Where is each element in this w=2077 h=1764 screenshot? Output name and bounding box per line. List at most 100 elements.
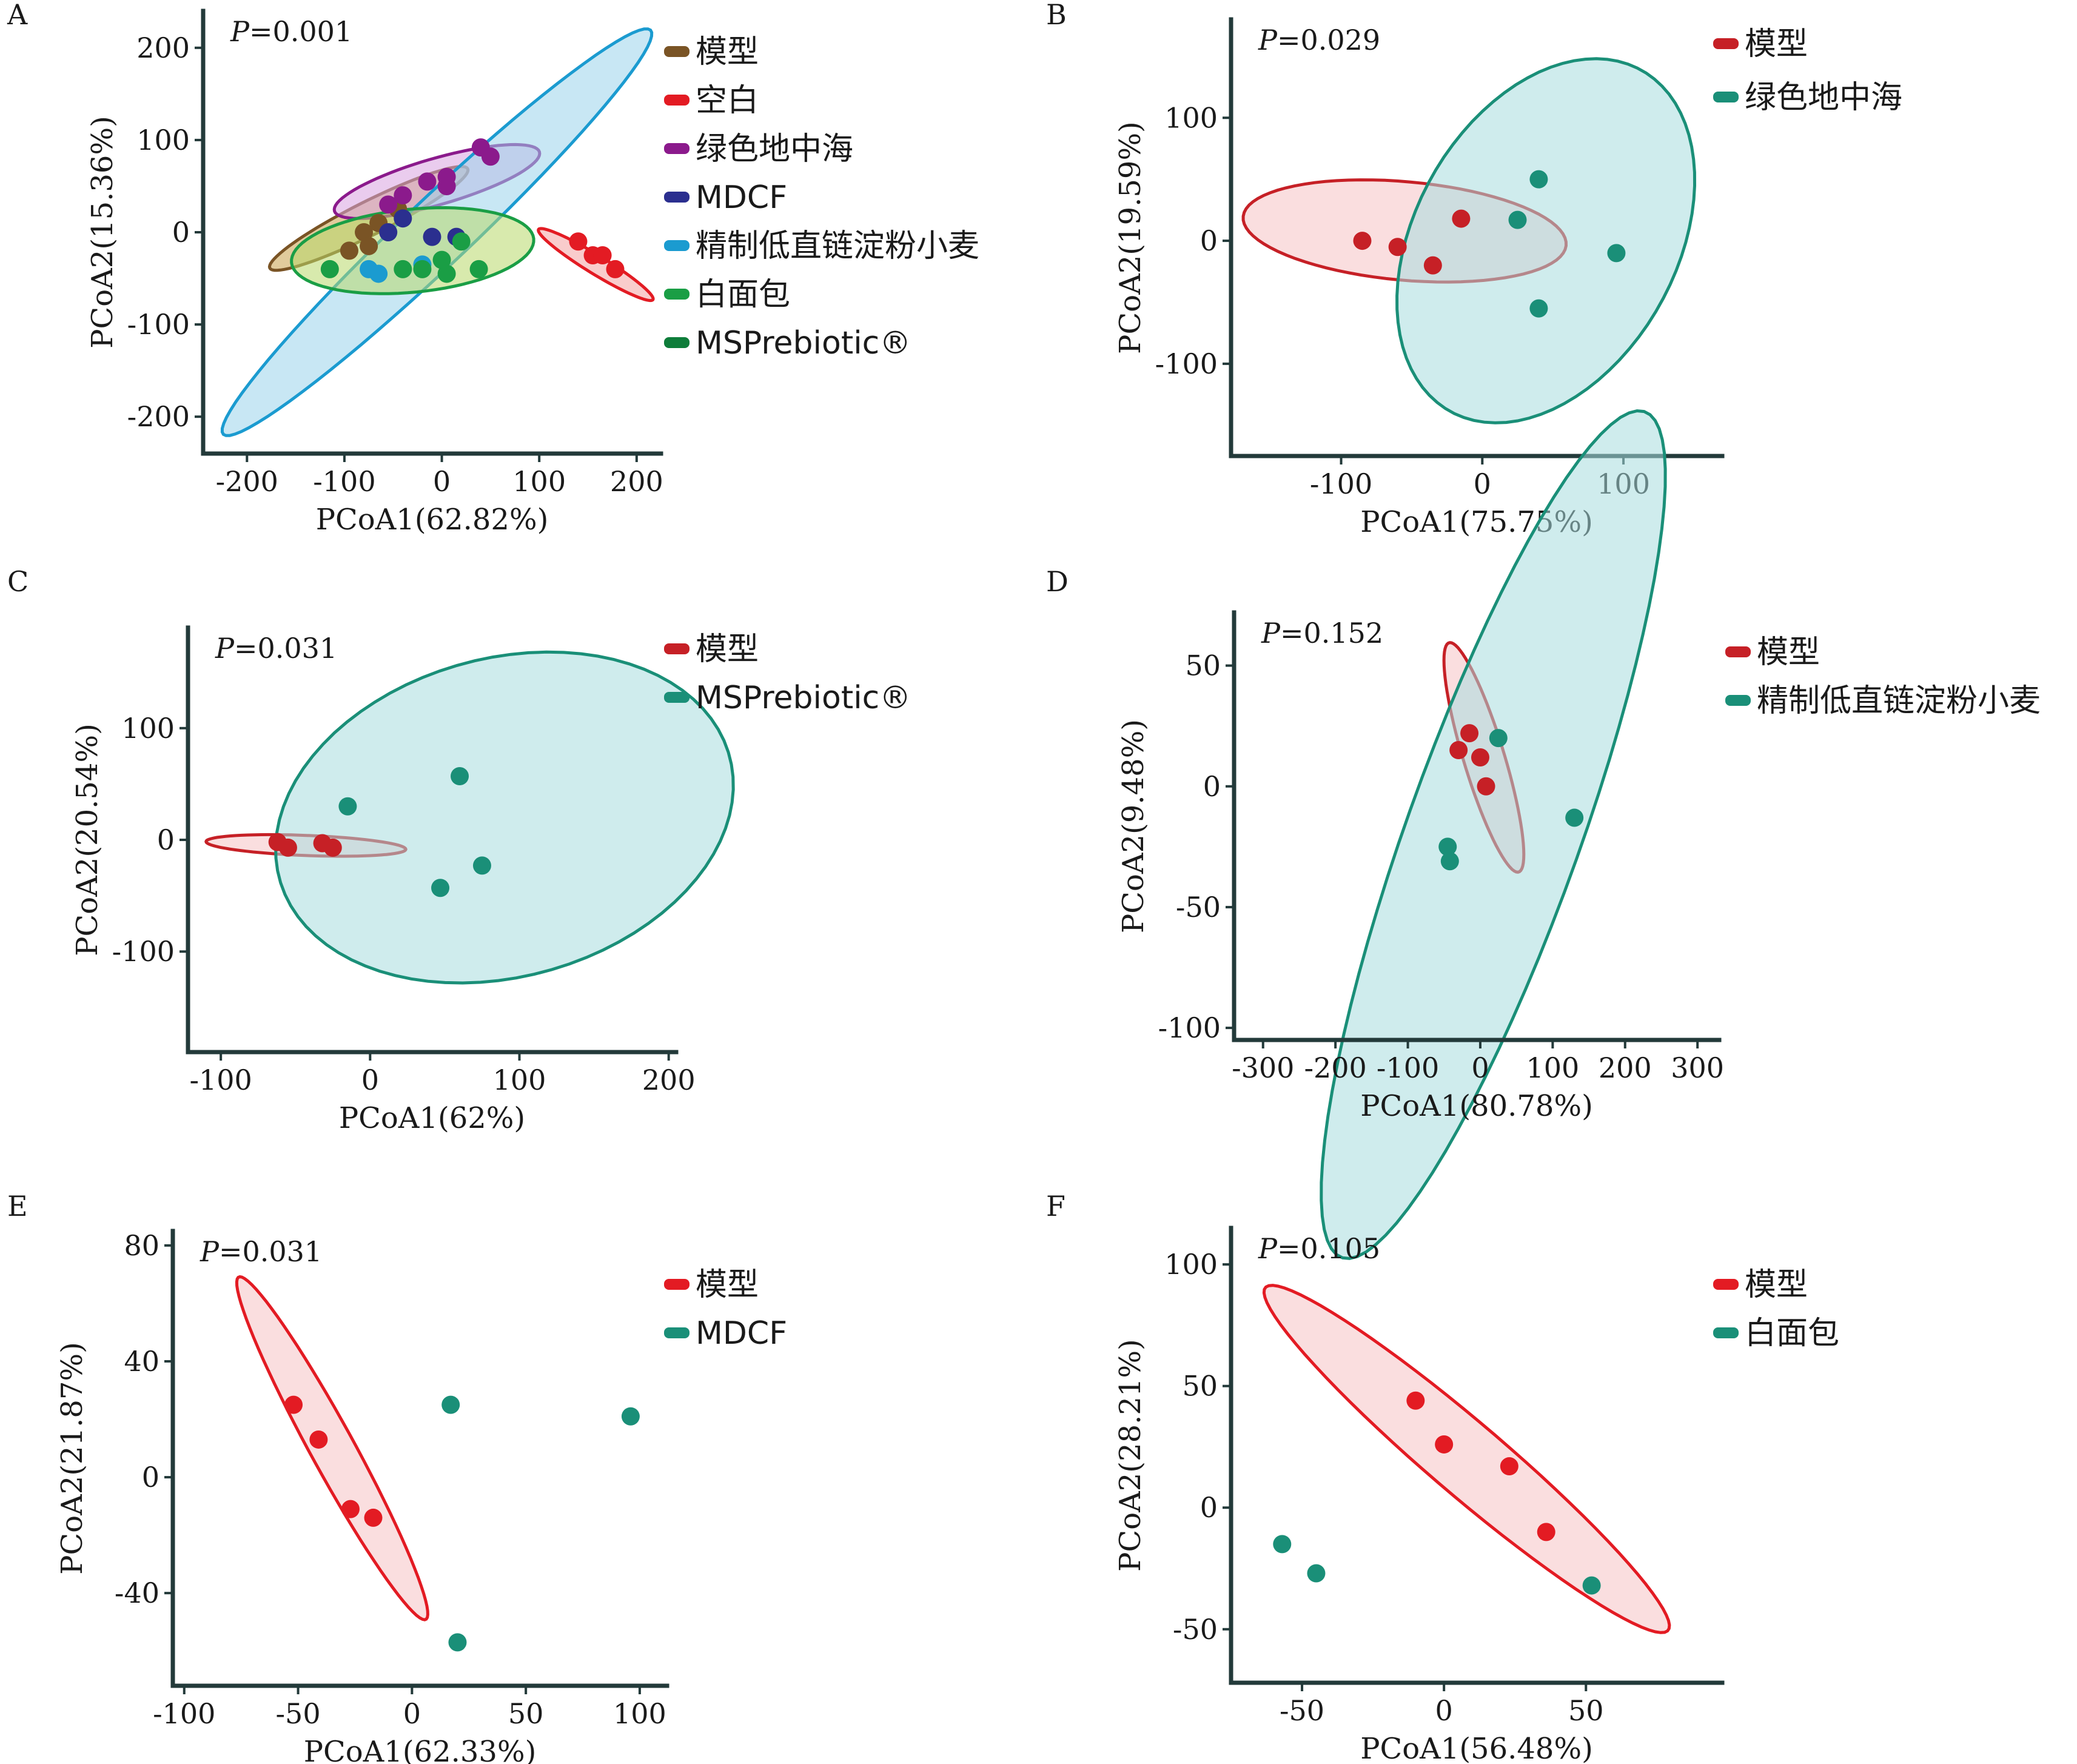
x-tick-label: -100 bbox=[313, 465, 375, 498]
legend-swatch bbox=[664, 289, 690, 300]
legend-label: 模型 bbox=[696, 34, 759, 70]
x-tick-label: -300 bbox=[1232, 1051, 1294, 1084]
p-value-annotation: P=0.001 bbox=[230, 15, 352, 48]
legend-label: 空白 bbox=[696, 82, 759, 119]
legend-label: MDCF bbox=[696, 179, 787, 216]
data-point bbox=[360, 236, 378, 255]
data-point bbox=[413, 260, 432, 278]
data-point bbox=[437, 167, 456, 186]
data-point bbox=[1489, 729, 1508, 748]
y-tick-label: 0 bbox=[142, 1461, 159, 1494]
x-tick-label: -100 bbox=[1377, 1051, 1439, 1084]
data-point bbox=[1307, 1564, 1326, 1583]
legend-swatch bbox=[1713, 38, 1739, 49]
legend-label: MSPrebiotic® bbox=[696, 325, 911, 361]
y-tick-label: 0 bbox=[172, 216, 190, 249]
data-point bbox=[1440, 852, 1459, 871]
data-point bbox=[394, 260, 412, 278]
data-point bbox=[1529, 299, 1548, 318]
p-value-symbol: P bbox=[230, 15, 250, 48]
x-tick-label: -200 bbox=[216, 465, 278, 498]
y-axis-title: PCoA2(9.48%) bbox=[1116, 719, 1150, 933]
y-tick-label: 100 bbox=[1164, 101, 1218, 134]
confidence-ellipse bbox=[1395, 57, 1697, 424]
data-point bbox=[569, 232, 588, 251]
x-tick-label: -100 bbox=[153, 1697, 215, 1730]
panel-b: B-1000100-1000100PCoA1(75.75%)PCoA2(19.5… bbox=[1046, 0, 1902, 539]
y-tick-label: 50 bbox=[1182, 1370, 1218, 1403]
x-tick-label: 0 bbox=[433, 465, 451, 498]
p-value-number: =0.031 bbox=[234, 632, 337, 665]
y-tick-label: 50 bbox=[1185, 649, 1221, 682]
data-point bbox=[1438, 837, 1457, 856]
p-value-annotation: P=0.152 bbox=[1261, 617, 1383, 649]
data-point bbox=[441, 1395, 460, 1414]
panel-letter: E bbox=[7, 1190, 28, 1222]
y-tick-label: 100 bbox=[121, 712, 175, 745]
x-tick-label: -200 bbox=[1304, 1051, 1366, 1084]
confidence-ellipse bbox=[274, 650, 735, 985]
data-point bbox=[469, 260, 488, 278]
data-point bbox=[1471, 748, 1489, 766]
legend-label: 白面包 bbox=[696, 277, 790, 313]
x-tick-label: 0 bbox=[1471, 1051, 1489, 1084]
y-tick-label: 80 bbox=[124, 1229, 159, 1262]
y-tick-label: -50 bbox=[1176, 891, 1221, 924]
data-point bbox=[369, 264, 388, 283]
y-tick-label: -40 bbox=[115, 1577, 159, 1609]
data-point bbox=[355, 223, 374, 241]
x-tick-label: 200 bbox=[610, 465, 663, 498]
data-point bbox=[379, 223, 398, 241]
y-tick-label: 40 bbox=[124, 1345, 159, 1378]
y-tick-label: -100 bbox=[127, 308, 190, 341]
legend-swatch bbox=[664, 95, 690, 106]
y-tick-label: 100 bbox=[136, 124, 190, 156]
p-value-number: =0.105 bbox=[1277, 1232, 1380, 1265]
data-point bbox=[394, 209, 412, 228]
x-tick-label: -50 bbox=[276, 1697, 321, 1730]
x-tick-label: 100 bbox=[1526, 1051, 1579, 1084]
y-tick-label: -200 bbox=[127, 400, 190, 433]
x-tick-label: 50 bbox=[508, 1697, 544, 1730]
data-point bbox=[379, 195, 398, 214]
panel-letter: F bbox=[1046, 1190, 1065, 1222]
legend-swatch bbox=[664, 1279, 690, 1290]
y-tick-label: -100 bbox=[1158, 1011, 1221, 1044]
data-point bbox=[1406, 1391, 1425, 1410]
x-tick-label: 100 bbox=[512, 465, 566, 498]
p-value-symbol: P bbox=[215, 632, 235, 665]
legend-swatch bbox=[664, 337, 690, 348]
data-point bbox=[1388, 238, 1407, 257]
p-value-symbol: P bbox=[1258, 1232, 1278, 1265]
y-tick-label: 0 bbox=[1200, 1491, 1218, 1524]
legend-label: 模型 bbox=[696, 1267, 759, 1303]
x-axis-title: PCoA1(62.33%) bbox=[304, 1735, 537, 1764]
legend-swatch bbox=[664, 46, 690, 57]
y-tick-label: -50 bbox=[1173, 1613, 1218, 1646]
p-value-number: =0.029 bbox=[1277, 24, 1380, 56]
x-tick-label: 100 bbox=[613, 1697, 666, 1730]
data-point bbox=[338, 797, 357, 816]
x-tick-label: 0 bbox=[1474, 468, 1491, 500]
y-tick-label: 0 bbox=[1200, 224, 1218, 257]
data-point bbox=[340, 241, 358, 260]
legend-swatch bbox=[664, 1327, 690, 1338]
legend-label: 精制低直链淀粉小麦 bbox=[696, 228, 979, 264]
data-point bbox=[437, 264, 456, 283]
x-tick-label: 0 bbox=[403, 1697, 421, 1730]
x-tick-label: 0 bbox=[1435, 1694, 1453, 1727]
data-point bbox=[472, 856, 491, 875]
panel-d: D -300 -200 -100 0 100 200 300 -100 -50 0 50 PCoA1(8… bbox=[1046, 409, 2041, 1260]
p-value-annotation: P=0.029 bbox=[1258, 24, 1380, 56]
legend-swatch bbox=[1713, 92, 1739, 102]
p-value-symbol: P bbox=[200, 1235, 220, 1268]
data-point bbox=[1607, 244, 1626, 263]
panel-f: F -50 0 50 -50 0 50 100 PCoA1(56.48%) PCoA2(28.21… bbox=[1046, 1190, 1839, 1764]
legend-label: MDCF bbox=[696, 1315, 787, 1352]
p-value-number: =0.031 bbox=[219, 1235, 322, 1268]
data-point bbox=[448, 1633, 467, 1652]
data-point bbox=[1537, 1523, 1555, 1541]
